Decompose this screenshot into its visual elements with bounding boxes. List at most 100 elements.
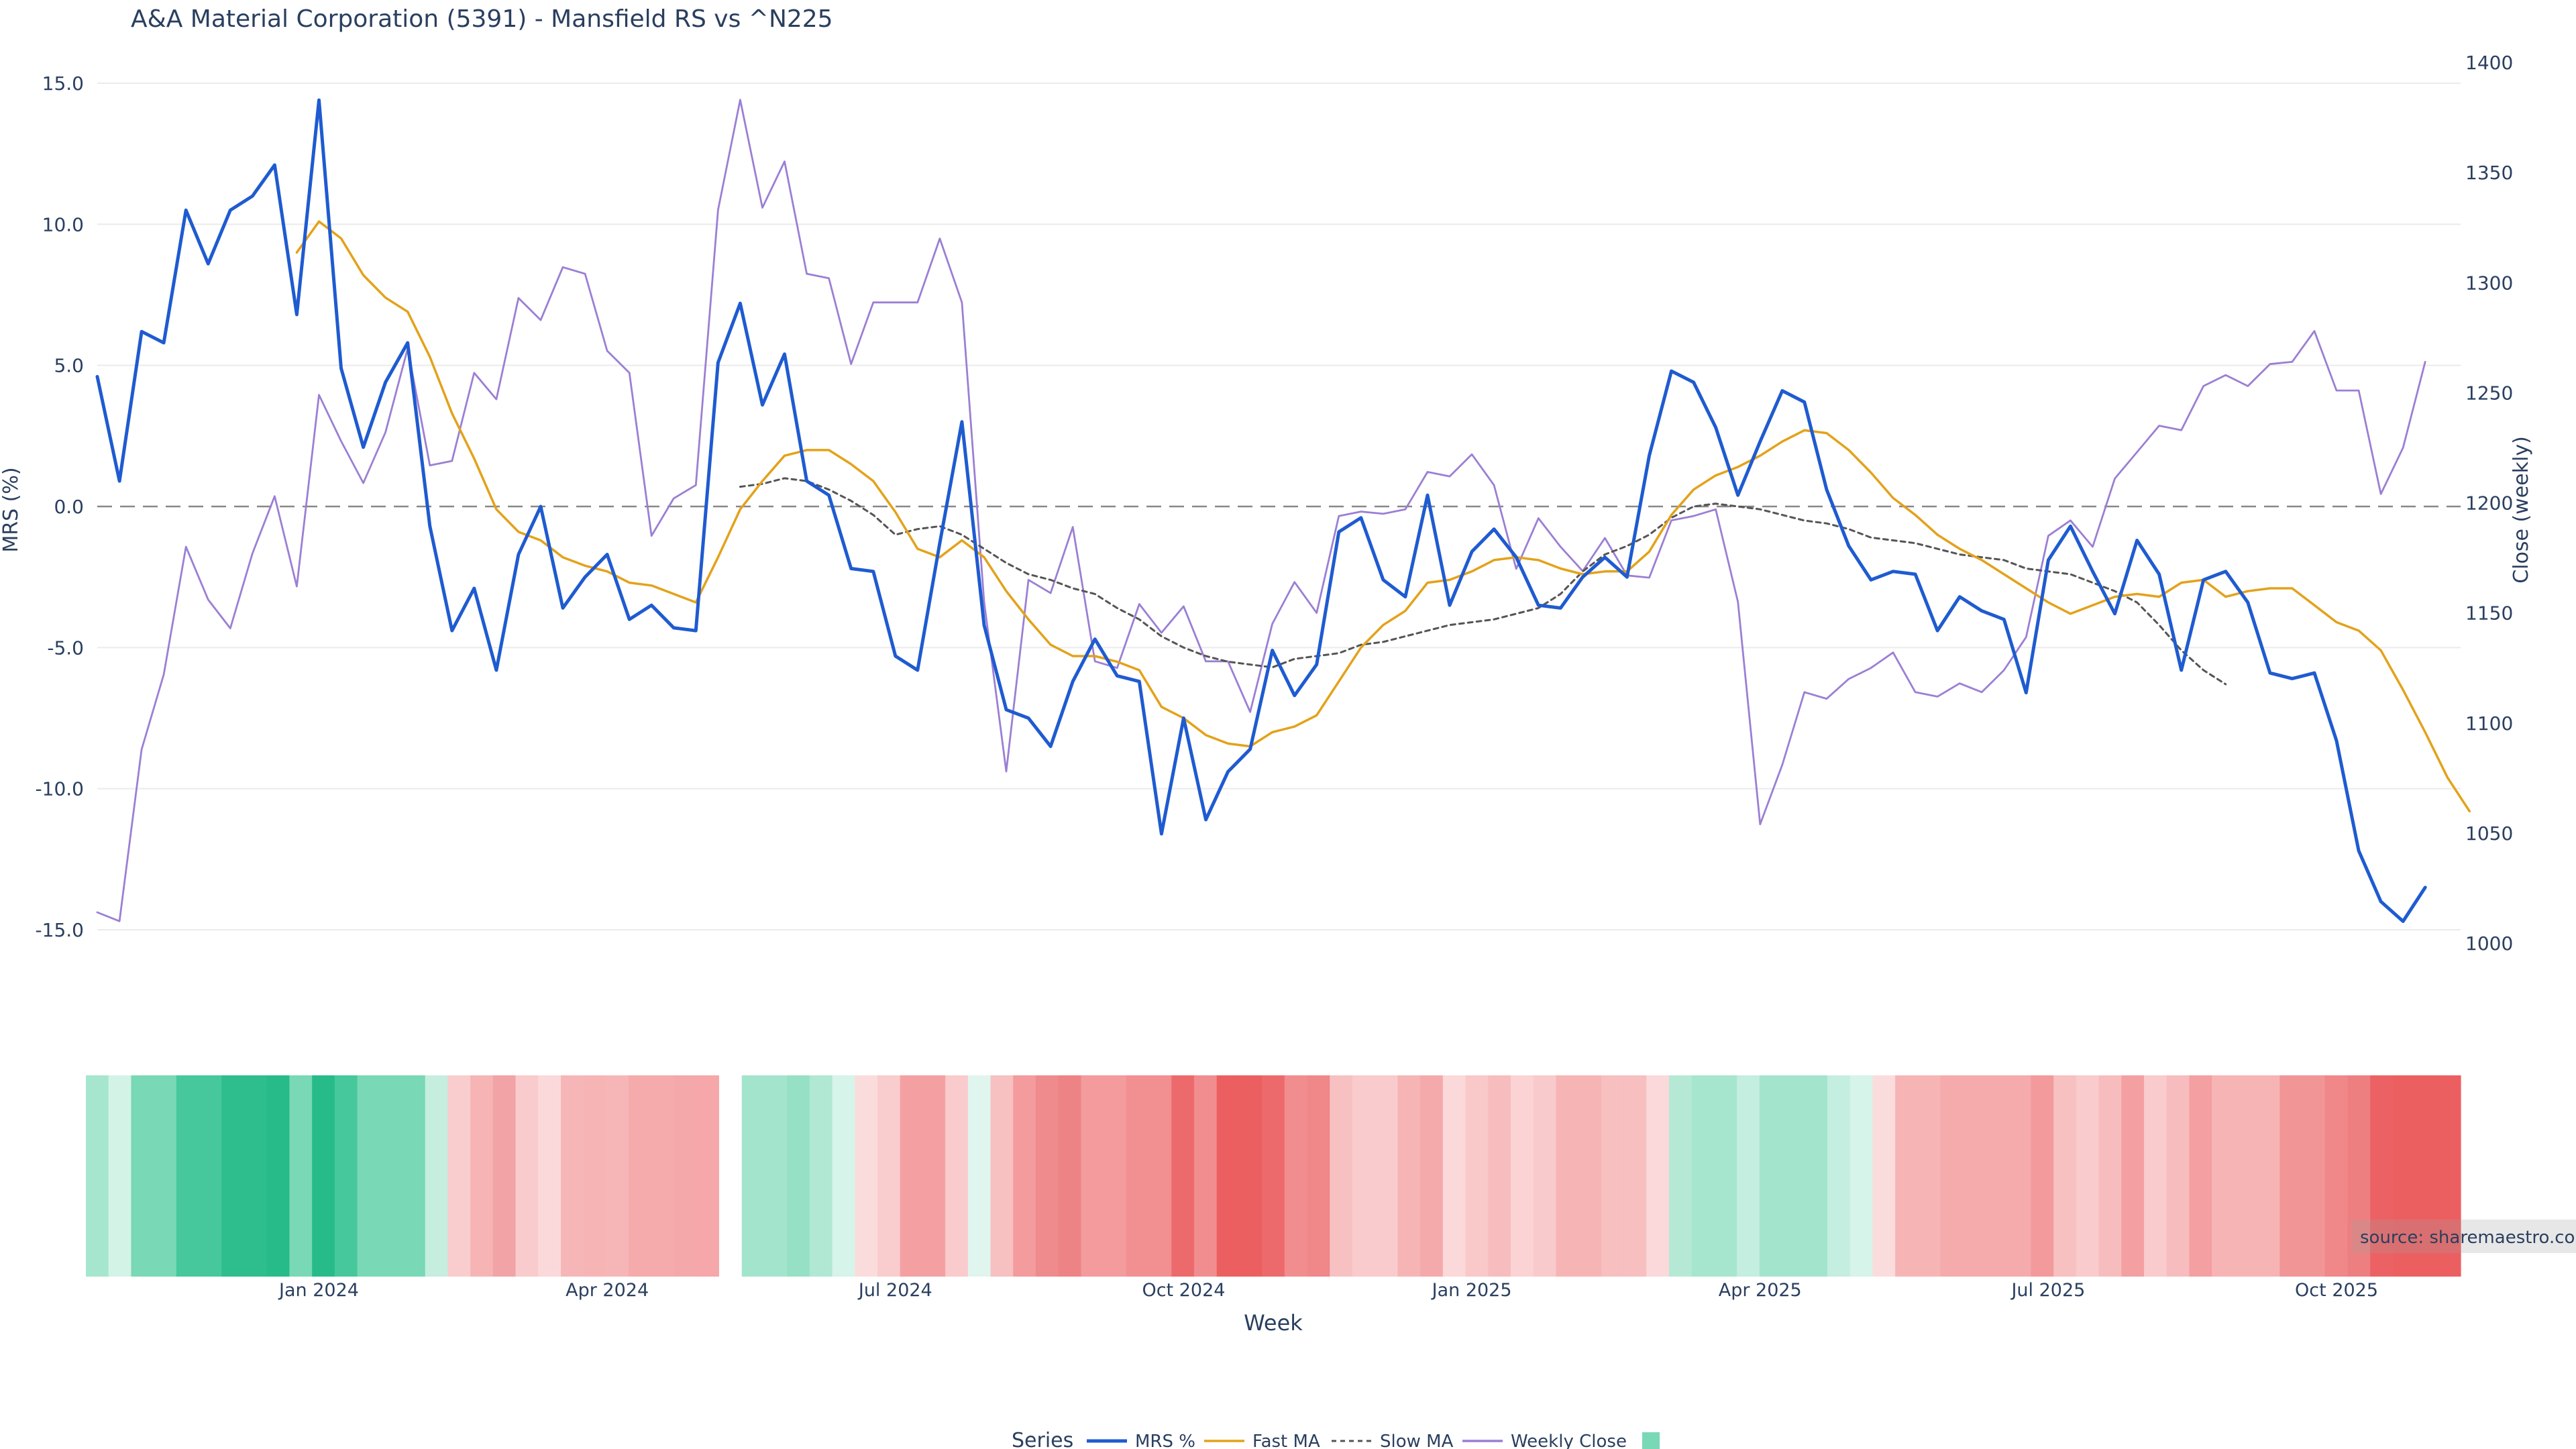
heat-cell bbox=[900, 1075, 924, 1277]
heat-cell bbox=[2008, 1075, 2032, 1277]
heat-cell bbox=[289, 1075, 313, 1277]
heat-cell bbox=[1262, 1075, 1285, 1277]
heat-cell bbox=[2392, 1075, 2416, 1277]
x-tick-label: Apr 2024 bbox=[566, 1280, 649, 1301]
heat-cell bbox=[1759, 1075, 1783, 1277]
series-lines bbox=[95, 98, 2471, 923]
heat-cell bbox=[787, 1075, 810, 1277]
heat-cell bbox=[2234, 1075, 2258, 1277]
heat-cell bbox=[1284, 1075, 1308, 1277]
series-line-mrs bbox=[95, 98, 2427, 923]
heat-cell bbox=[1849, 1075, 1874, 1277]
heat-cell bbox=[2076, 1075, 2100, 1277]
heat-cell bbox=[1216, 1075, 1240, 1277]
legend-heat-swatch bbox=[1642, 1432, 1660, 1449]
heat-cell bbox=[945, 1075, 969, 1277]
heat-cell bbox=[1986, 1075, 2009, 1277]
x-tick-label: Jan 2024 bbox=[278, 1280, 359, 1301]
source-note: source: sharemaestro.com bbox=[2360, 1228, 2576, 1248]
legend-title: Series bbox=[1012, 1429, 1073, 1449]
heat-cell bbox=[266, 1075, 290, 1277]
heat-cell bbox=[2031, 1075, 2054, 1277]
heat-cell bbox=[1058, 1075, 1082, 1277]
heat-cell bbox=[2370, 1075, 2394, 1277]
heat-cell bbox=[2257, 1075, 2280, 1277]
heat-cell bbox=[2347, 1075, 2371, 1277]
heat-cell bbox=[470, 1075, 494, 1277]
heat-cell bbox=[1669, 1075, 1693, 1277]
legend-item-label: Fast MA bbox=[1252, 1432, 1320, 1449]
heat-cell bbox=[1940, 1075, 1964, 1277]
heat-cell bbox=[131, 1075, 154, 1277]
legend-item-label: Slow MA bbox=[1380, 1432, 1454, 1449]
left-tick-label: 0.0 bbox=[54, 496, 84, 518]
heat-cell bbox=[561, 1075, 584, 1277]
heat-cell bbox=[832, 1075, 855, 1277]
right-tick-label: 1150 bbox=[2465, 602, 2513, 625]
heat-cell bbox=[2438, 1075, 2461, 1277]
heat-cell bbox=[877, 1075, 901, 1277]
heat-cell bbox=[1511, 1075, 1534, 1277]
heat-cell bbox=[402, 1075, 426, 1277]
heat-cell bbox=[1013, 1075, 1036, 1277]
heat-cell bbox=[515, 1075, 539, 1277]
heat-cell bbox=[2302, 1075, 2326, 1277]
heat-cell bbox=[2144, 1075, 2167, 1277]
heat-cell bbox=[1488, 1075, 1511, 1277]
heat-cell bbox=[1375, 1075, 1399, 1277]
heat-cell bbox=[1714, 1075, 1737, 1277]
heat-cell bbox=[1081, 1075, 1104, 1277]
heat-cell bbox=[1578, 1075, 1602, 1277]
heat-cell bbox=[1397, 1075, 1421, 1277]
heat-cell bbox=[1036, 1075, 1059, 1277]
heat-cell bbox=[1533, 1075, 1557, 1277]
heat-cell bbox=[244, 1075, 268, 1277]
left-tick-label: -15.0 bbox=[36, 919, 84, 941]
heat-cell bbox=[2189, 1075, 2212, 1277]
heat-cell bbox=[583, 1075, 607, 1277]
heat-cell bbox=[380, 1075, 403, 1277]
x-tick-label: Oct 2025 bbox=[2295, 1280, 2378, 1301]
heat-cell bbox=[1646, 1075, 1670, 1277]
left-tick-label: -5.0 bbox=[47, 637, 84, 659]
heat-cell bbox=[1691, 1075, 1715, 1277]
heat-cell bbox=[199, 1075, 222, 1277]
heat-cell bbox=[492, 1075, 517, 1277]
heat-cell bbox=[312, 1075, 335, 1277]
x-tick-label: Jul 2024 bbox=[857, 1280, 932, 1301]
heat-cell bbox=[1963, 1075, 1986, 1277]
heat-cell bbox=[1171, 1075, 1195, 1277]
legend: Series MRS % Fast MA Slow MA Weekly Close bbox=[1012, 1429, 1660, 1449]
right-tick-label: 1400 bbox=[2465, 52, 2513, 74]
x-tick-label: Jul 2025 bbox=[2010, 1280, 2085, 1301]
heat-strip bbox=[86, 1075, 2461, 1277]
heat-cell bbox=[154, 1075, 177, 1277]
y-axis-label-left: MRS (%) bbox=[0, 467, 23, 552]
heat-cell bbox=[221, 1075, 245, 1277]
heat-cell bbox=[1872, 1075, 1896, 1277]
heat-cell bbox=[176, 1075, 200, 1277]
heat-cell bbox=[1917, 1075, 1941, 1277]
heat-cell bbox=[719, 1075, 743, 1277]
y-axis-label-right: Close (weekly) bbox=[2510, 436, 2533, 584]
heat-cell bbox=[2324, 1075, 2349, 1277]
grid bbox=[97, 83, 2461, 930]
heat-cell bbox=[1465, 1075, 1489, 1277]
left-tick-label: -10.0 bbox=[36, 778, 84, 800]
right-axis: 1400 1350 1300 1250 1200 1150 1100 1050 1000 bbox=[2465, 52, 2513, 955]
heat-cell bbox=[1126, 1075, 1150, 1277]
heat-cell bbox=[425, 1075, 449, 1277]
left-tick-label: 5.0 bbox=[54, 355, 84, 377]
left-axis: 15.0 10.0 5.0 0.0 -5.0 -10.0 -15.0 bbox=[36, 72, 84, 941]
series-line-fast-ma bbox=[295, 220, 2471, 813]
x-tick-label: Oct 2024 bbox=[1142, 1280, 1225, 1301]
x-axis: Jan 2024 Apr 2024 Jul 2024 Oct 2024 Jan 2025… bbox=[278, 1280, 2378, 1301]
heat-cell bbox=[1623, 1075, 1647, 1277]
heat-cell bbox=[1442, 1075, 1466, 1277]
heat-cell bbox=[990, 1075, 1014, 1277]
heat-cell bbox=[2053, 1075, 2077, 1277]
series-line-slow-ma bbox=[739, 477, 2227, 686]
heat-cell bbox=[809, 1075, 833, 1277]
